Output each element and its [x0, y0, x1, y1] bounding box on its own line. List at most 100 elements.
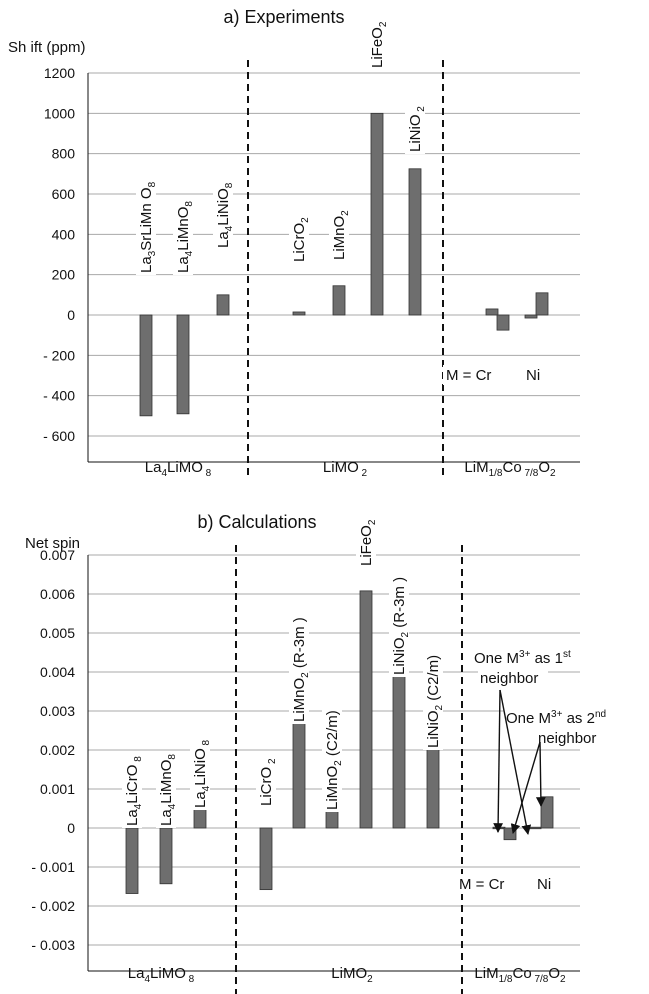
bar-label-background [322, 708, 342, 812]
group-label: LiMO 2 [323, 459, 368, 479]
bar [540, 796, 554, 829]
bar-label-background [156, 752, 176, 828]
bar-label-background [190, 737, 210, 810]
y-tick-label: 0.003 [40, 703, 75, 719]
y-tick-label: 400 [52, 226, 76, 242]
annotation-second-neighbor: One M3+ as 2nd [506, 709, 606, 727]
y-tick-label: 600 [52, 186, 76, 202]
bar [159, 827, 173, 885]
bar-label: LiNiO2 (R-3m ) [391, 577, 411, 675]
y-tick-label: 0.005 [40, 625, 75, 641]
y-tick-label: - 0.001 [31, 859, 75, 875]
bar-label: La3SrLiMn O8 [138, 181, 158, 273]
experiments-chart: a) Experiments Sh ift (ppm) 1200 1000 800 600… [8, 7, 580, 479]
y-tick-label: 800 [52, 146, 76, 162]
annotation-arrow [499, 689, 532, 835]
chart-title: a) Experiments [223, 7, 344, 27]
bar-label: La4LiNiO8 [215, 182, 235, 248]
annotation-m-equals-cr: M = Cr [446, 367, 491, 384]
bar-label-background [423, 652, 443, 750]
annotation-background [523, 365, 545, 385]
annotation-ni: Ni [526, 367, 540, 384]
bar [528, 826, 542, 830]
bar-label-background [213, 180, 233, 250]
bar-label-background [367, 19, 387, 70]
annotation-ni: Ni [537, 876, 551, 893]
bar-label-background [136, 179, 156, 275]
y-tick-label: 0 [67, 307, 75, 323]
bar-label: LiNiO 2 [407, 106, 427, 152]
bar [332, 285, 346, 316]
y-tick-label: 0.007 [40, 547, 75, 563]
bar-label-background [289, 215, 309, 264]
bar [485, 308, 499, 316]
bar [292, 311, 306, 316]
bar-label: LiCrO2 [291, 217, 311, 262]
annotation-m-equals-cr: M = Cr [459, 876, 504, 893]
annotation-first-neighbor: One M3+ as 1st [474, 649, 571, 667]
bar [359, 590, 373, 829]
bar-label: La4LiCrO 8 [124, 756, 144, 826]
bar [496, 314, 510, 331]
bar-label: La4LiMnO8 [158, 754, 178, 826]
bar-label: LiFeO2 [358, 519, 378, 566]
group-label: La4LiMO 8 [128, 965, 195, 985]
group-label: La4LiMO 8 [145, 459, 212, 479]
annotation-second-neighbor: neighbor [538, 730, 596, 747]
annotation-background [478, 668, 548, 688]
bar-label-background [289, 615, 309, 724]
annotation-background [443, 365, 497, 385]
annotation-background [456, 874, 510, 894]
bar-label-background [256, 756, 276, 808]
group-label: LiM1/8Co 7/8O2 [474, 965, 566, 985]
bar [139, 314, 153, 417]
annotation-arrow [535, 741, 546, 807]
bar [492, 826, 506, 830]
y-tick-label: 0.002 [40, 742, 75, 758]
bar-label: LiFeO2 [369, 21, 389, 68]
y-tick-label: - 400 [43, 388, 75, 404]
y-tick-label: 0.004 [40, 664, 75, 680]
bar-label-background [389, 574, 409, 677]
annotation-background [536, 728, 606, 748]
bar [370, 112, 384, 316]
y-tick-label: 1000 [44, 105, 75, 121]
bar [125, 827, 139, 894]
annotation-background [472, 648, 600, 668]
y-tick-label: 0.006 [40, 586, 75, 602]
bar-label: LiMnO2 (C2/m) [324, 710, 344, 810]
y-tick-label: 200 [52, 267, 76, 283]
bar-label-background [329, 208, 349, 262]
y-tick-label: 0 [67, 820, 75, 836]
bar [524, 314, 538, 319]
bar [216, 294, 230, 316]
bar-label-background [356, 517, 376, 568]
bar-label: LiCrO 2 [258, 758, 278, 806]
group-label: LiM1/8Co 7/8O2 [464, 459, 556, 479]
annotation-arrow [493, 689, 504, 833]
annotation-first-neighbor: neighbor [480, 670, 538, 687]
bar-label: LiNiO2 (C2/m) [425, 655, 445, 748]
bar-label: LiMnO2 (R-3m ) [291, 617, 311, 722]
bar-label-background [405, 104, 425, 154]
bar [535, 292, 549, 316]
chart-title: b) Calculations [197, 512, 316, 532]
y-axis-label: Net spin [25, 535, 80, 552]
y-tick-label: - 600 [43, 428, 75, 444]
bar-label: LiMnO2 [331, 210, 351, 260]
bar [176, 314, 190, 415]
bar-label-background [122, 754, 142, 828]
bar [408, 168, 422, 316]
bar-label-background [173, 199, 193, 275]
annotation-background [534, 874, 556, 894]
y-tick-label: 0.001 [40, 781, 75, 797]
group-label: LiMO2 [331, 965, 373, 985]
y-tick-label: 1200 [44, 65, 75, 81]
annotation-arrow [510, 741, 541, 834]
y-tick-label: - 200 [43, 347, 75, 363]
y-tick-label: - 0.002 [31, 898, 75, 914]
bar-label: La4LiNiO 8 [192, 739, 212, 808]
bar-label: La4LiMnO8 [175, 201, 195, 273]
